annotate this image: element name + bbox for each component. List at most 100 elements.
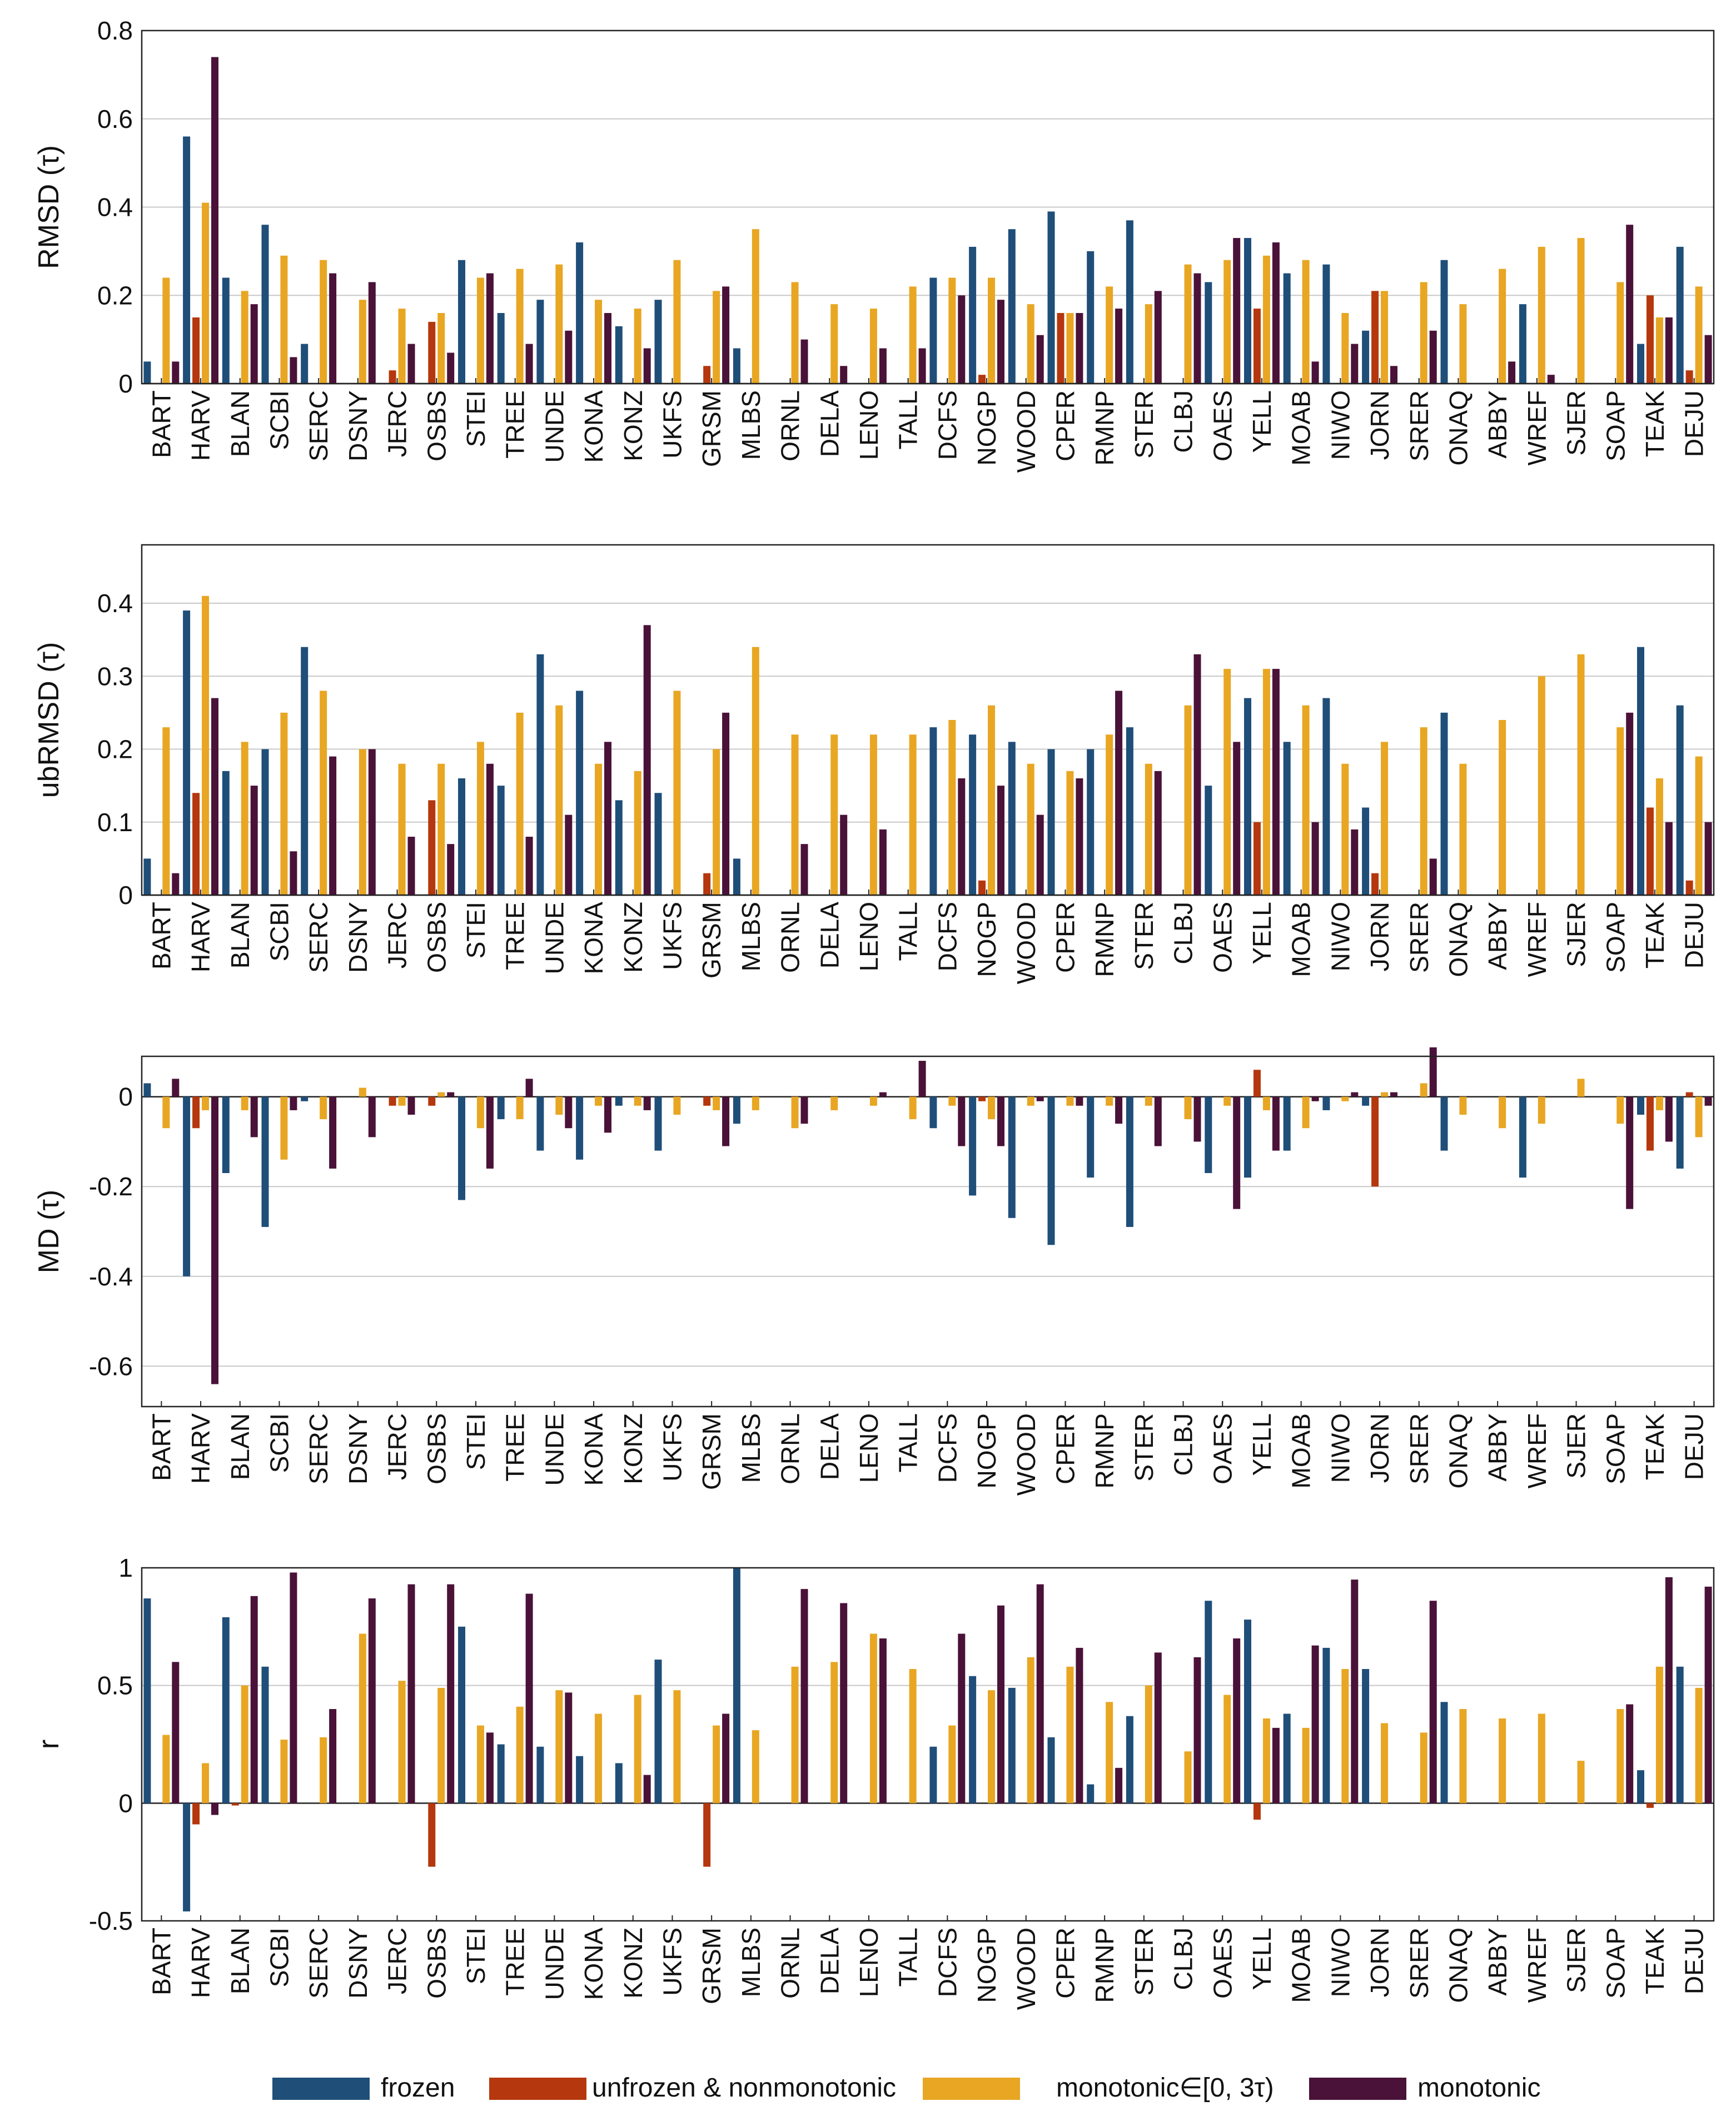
bar-monotonic-0-3-dela (830, 734, 838, 895)
x-tick-label-blan: BLAN (226, 1413, 255, 1480)
x-tick-label-dela: DELA (815, 902, 844, 968)
bar-unfrozen-nonmonotonic-harv (192, 317, 200, 384)
x-tick-label-cper: CPER (1051, 390, 1080, 461)
bar-frozen-harv (183, 610, 191, 895)
x-tick-label-scbi: SCBI (265, 390, 294, 450)
bar-frozen-wood (1008, 1687, 1016, 1804)
x-tick-label-abby: ABBY (1483, 1928, 1512, 1996)
x-tick-label-osbs: OSBS (422, 1413, 451, 1484)
bar-monotonic-0-3-stei (476, 742, 484, 895)
bar-monotonic-rmnp (1115, 1096, 1123, 1124)
bar-monotonic-dcfs (958, 1633, 966, 1804)
bar-frozen-serc (301, 344, 309, 384)
bar-frozen-dcfs (929, 1746, 937, 1804)
bar-monotonic-0-3-yell (1262, 1718, 1270, 1804)
bar-monotonic-0-3-ukfs (673, 1096, 681, 1115)
bar-frozen-tree (497, 1744, 505, 1804)
bar-unfrozen-nonmonotonic-teak (1646, 1096, 1654, 1151)
x-tick-label-unde: UNDE (540, 1928, 569, 2000)
y-axis-title: r (33, 1740, 65, 1749)
bar-monotonic-yell (1272, 1727, 1280, 1804)
bar-monotonic-blan (250, 1596, 258, 1804)
bar-monotonic-teak (1665, 1577, 1673, 1804)
x-tick-label-moab: MOAB (1287, 1413, 1316, 1488)
bar-monotonic-dsny (368, 749, 376, 895)
x-tick-label-wood: WOOD (1012, 1413, 1041, 1496)
legend-item-frozen: frozen (272, 2073, 455, 2103)
y-tick-label: 0.4 (97, 193, 133, 222)
bar-monotonic-0-3-onaq (1459, 1709, 1467, 1804)
bar-frozen-cper (1047, 211, 1055, 384)
bar-monotonic-0-3-teak (1655, 317, 1663, 384)
x-tick-label-grsm: GRSM (697, 1928, 726, 2004)
x-tick-label-moab: MOAB (1287, 902, 1316, 977)
y-tick-label: 0.8 (97, 16, 133, 45)
bar-frozen-ster (1126, 220, 1133, 384)
bar-unfrozen-nonmonotonic-deju (1685, 880, 1693, 895)
bar-monotonic-ornl (800, 1589, 808, 1804)
bar-monotonic-0-3-ornl (791, 282, 799, 384)
x-tick-label-mlbs: MLBS (737, 902, 765, 971)
x-tick-label-sjer: SJER (1562, 902, 1591, 967)
bar-monotonic-0-3-blan (241, 291, 248, 384)
x-tick-label-niwo: NIWO (1326, 1413, 1355, 1483)
x-tick-label-serc: SERC (304, 390, 333, 461)
bar-monotonic-0-3-jorn (1381, 742, 1389, 895)
bar-monotonic-0-3-deju (1695, 1687, 1703, 1804)
x-tick-label-deju: DEJU (1680, 1413, 1709, 1480)
bar-unfrozen-nonmonotonic-osbs (428, 321, 436, 384)
bar-monotonic-serc (329, 273, 337, 384)
y-tick-label: -0.4 (89, 1262, 133, 1291)
bar-monotonic-deju (1704, 1586, 1712, 1804)
bar-frozen-kona (576, 1096, 584, 1160)
bar-unfrozen-nonmonotonic-yell (1253, 1070, 1261, 1097)
bar-frozen-onaq (1440, 1702, 1448, 1804)
bar-monotonic-0-3-ornl (791, 734, 799, 895)
x-tick-label-rmnp: RMNP (1090, 902, 1119, 977)
bar-monotonic-clbj (1193, 1657, 1201, 1804)
x-tick-label-tree: TREE (501, 1413, 530, 1482)
x-tick-label-leno: LENO (854, 1413, 883, 1483)
y-tick-label: 0 (118, 1082, 133, 1111)
x-tick-label-unde: UNDE (540, 1413, 569, 1486)
legend-label-monotonic: monotonic (1417, 2073, 1540, 2103)
bar-monotonic-tree (525, 344, 533, 384)
bar-monotonic-0-3-tree (516, 1096, 524, 1120)
bar-monotonic-clbj (1193, 1096, 1201, 1142)
bar-monotonic-harv (211, 1803, 219, 1815)
bar-monotonic-konz (643, 625, 651, 895)
x-tick-label-scbi: SCBI (265, 1928, 294, 1987)
bar-monotonic-dcfs (958, 1096, 966, 1146)
y-tick-label: -0.6 (89, 1352, 133, 1380)
x-tick-label-onaq: ONAQ (1444, 390, 1473, 465)
bar-monotonic-stei (486, 273, 494, 384)
bar-monotonic-blan (250, 304, 258, 384)
bar-frozen-deju (1676, 246, 1684, 384)
bar-monotonic-0-3-grsm (713, 1725, 720, 1804)
y-tick-label: 0.6 (97, 105, 133, 133)
bar-frozen-niwo (1322, 1096, 1330, 1110)
y-tick-label: 0.2 (97, 735, 133, 764)
x-tick-label-rmnp: RMNP (1090, 1928, 1119, 2003)
bar-monotonic-0-3-tall (909, 1669, 917, 1804)
bar-frozen-scbi (261, 1666, 269, 1804)
bar-monotonic-0-3-jorn (1381, 1092, 1389, 1097)
bar-monotonic-wood (1036, 814, 1044, 895)
bar-monotonic-0-3-niwo (1341, 1096, 1349, 1101)
x-tick-label-bart: BART (147, 1413, 176, 1481)
bar-unfrozen-nonmonotonic-nogp (978, 880, 986, 895)
bar-frozen-unde (536, 1096, 544, 1151)
bar-monotonic-0-3-dsny (359, 1633, 366, 1804)
bar-monotonic-0-3-kona (595, 300, 603, 384)
bar-frozen-serc (301, 647, 309, 895)
x-tick-label-wref: WREF (1523, 902, 1551, 977)
bar-unfrozen-nonmonotonic-teak (1646, 1803, 1654, 1808)
bar-frozen-kona (576, 1756, 584, 1804)
bar-monotonic-stei (486, 1096, 494, 1169)
bar-unfrozen-nonmonotonic-osbs (428, 1803, 436, 1867)
bar-frozen-ukfs (654, 1096, 662, 1151)
bar-monotonic-jerc (407, 344, 415, 384)
bar-monotonic-leno (879, 1092, 887, 1097)
bar-monotonic-tall (918, 348, 926, 384)
x-tick-label-ornl: ORNL (776, 390, 805, 461)
